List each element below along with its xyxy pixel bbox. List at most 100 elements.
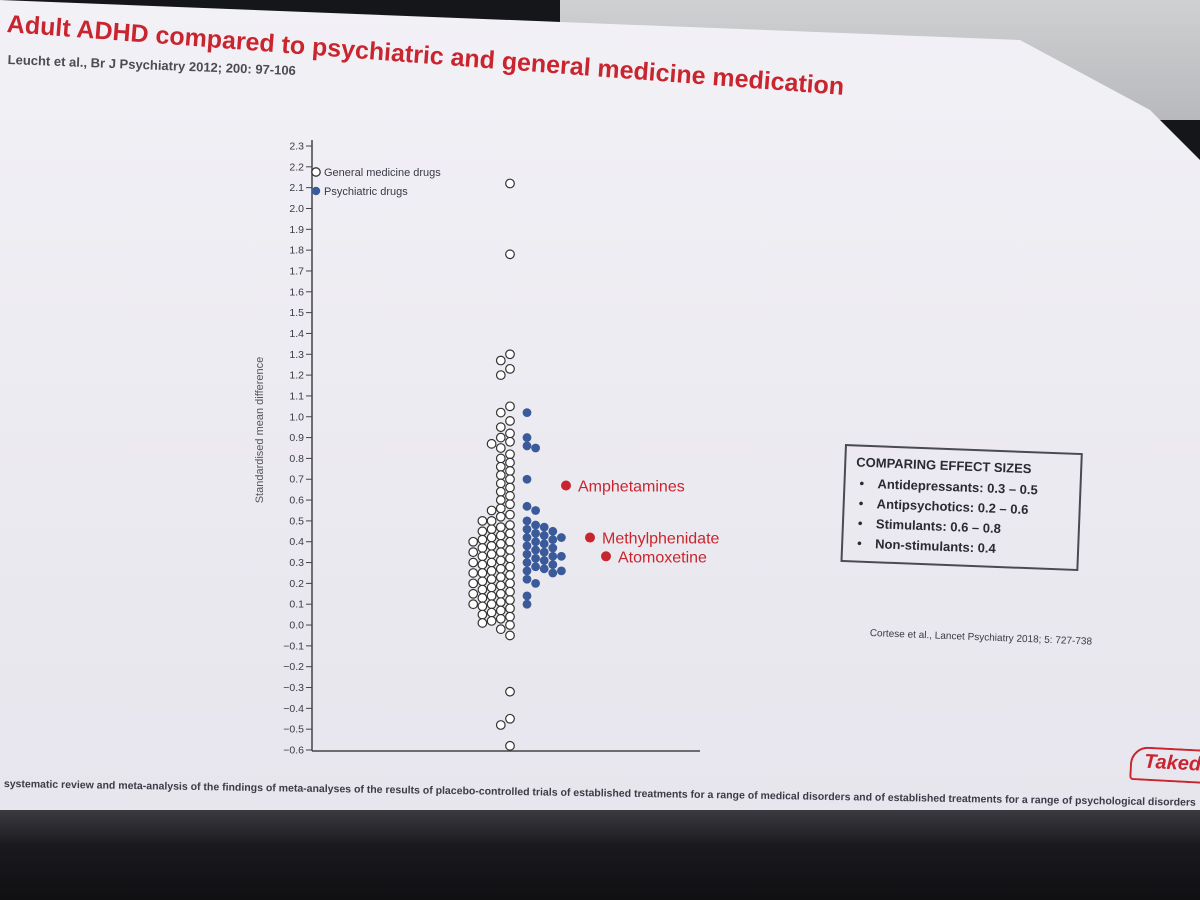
general-medicine-drug-point: [486, 532, 497, 543]
general-medicine-drug-point: [495, 530, 506, 541]
general-medicine-drug-point: [495, 461, 506, 472]
adhd-drug-point: [585, 532, 595, 543]
general-medicine-drug-point: [505, 449, 515, 460]
general-medicine-drug-point: [486, 607, 497, 618]
y-tick-label: 1.9: [289, 224, 304, 236]
general-medicine-drug-point: [505, 528, 515, 539]
general-medicine-drug-point: [477, 559, 488, 570]
general-medicine-drug-point: [477, 526, 488, 537]
general-medicine-drug-point: [505, 249, 515, 260]
general-medicine-drug-point: [505, 509, 515, 520]
general-medicine-drug-point: [486, 615, 497, 626]
psychiatric-drug-point: [548, 543, 558, 553]
effect-size-text: Stimulants: 0.6 – 0.8: [875, 516, 1002, 537]
general-medicine-drug-point: [505, 586, 515, 597]
general-medicine-drug-point: [505, 466, 515, 476]
psychiatric-drug-point: [548, 568, 558, 578]
general-medicine-drug-point: [486, 557, 497, 568]
effect-size-item: • Stimulants: 0.6 – 0.8: [854, 515, 1068, 538]
psychiatric-drug-point: [522, 433, 532, 442]
legend-marker-general: [311, 167, 321, 177]
general-medicine-drug-point: [495, 555, 506, 566]
general-medicine-drug-point: [495, 478, 506, 489]
general-medicine-drug-point: [477, 601, 488, 612]
y-tick-label: 2.1: [289, 182, 304, 194]
effect-sizes-box: COMPARING EFFECT SIZES • Antidepressants:…: [840, 444, 1083, 572]
psychiatric-drug-point: [531, 520, 540, 530]
general-medicine-drug-point: [505, 603, 515, 614]
y-tick-label: −0.4: [283, 703, 304, 715]
y-tick-label: 1.5: [289, 307, 304, 319]
psychiatric-drug-point: [522, 599, 532, 609]
general-medicine-drug-point: [505, 520, 515, 530]
y-tick-label: 2.0: [289, 203, 304, 215]
psychiatric-drug-point: [557, 533, 566, 542]
general-medicine-drug-point: [495, 563, 506, 574]
general-medicine-drug-point: [495, 370, 506, 381]
psychiatric-drug-point: [531, 545, 540, 555]
psychiatric-drug-point: [522, 549, 532, 559]
general-medicine-drug-point: [495, 495, 506, 505]
general-medicine-drug-point: [505, 570, 515, 580]
psychiatric-drug-point: [539, 564, 549, 574]
general-medicine-drug-point: [505, 713, 515, 724]
psychiatric-drug-point: [539, 522, 549, 532]
general-medicine-drug-point: [495, 355, 506, 366]
general-medicine-drug-point: [505, 545, 515, 555]
y-tick-label: 0.0: [289, 620, 304, 632]
adhd-drug-label: Atomoxetine: [618, 549, 707, 566]
general-medicine-drug-point: [486, 524, 497, 535]
psychiatric-drug-point: [522, 524, 532, 534]
psychiatric-drug-point: [539, 556, 549, 565]
y-axis-label: Standardised mean difference: [254, 357, 266, 504]
y-tick-label: 1.6: [289, 286, 304, 298]
general-medicine-drug-point: [486, 582, 497, 593]
psychiatric-drug-point: [557, 566, 566, 576]
general-medicine-drug-point: [505, 553, 515, 564]
general-medicine-drug-point: [505, 457, 515, 468]
adhd-drug-point: [601, 551, 611, 562]
effect-size-text: Non-stimulants: 0.4: [874, 536, 997, 556]
general-medicine-drug-point: [495, 470, 506, 480]
general-medicine-drug-point: [505, 561, 515, 572]
adhd-drug-point: [561, 480, 571, 491]
general-medicine-drug-point: [468, 578, 479, 589]
general-medicine-drug-point: [468, 568, 479, 578]
general-medicine-drug-point: [505, 620, 515, 630]
general-medicine-drug-point: [495, 588, 506, 599]
general-medicine-drug-point: [486, 599, 497, 610]
psychiatric-drug-point: [522, 541, 532, 551]
psychiatric-drug-point: [539, 539, 549, 549]
bullet-icon: •: [856, 535, 863, 551]
general-medicine-drug-point: [505, 740, 515, 751]
y-tick-label: −0.3: [283, 682, 304, 694]
logo-text: Takeda: [1143, 750, 1200, 777]
general-medicine-drug-point: [477, 618, 488, 628]
effect-sizes-heading: COMPARING EFFECT SIZES: [856, 454, 1032, 477]
general-medicine-drug-point: [477, 593, 488, 603]
y-tick-label: 0.7: [289, 474, 304, 486]
psychiatric-drug-point: [557, 551, 566, 561]
scatter-plot: 2.3 2.2 2.1 2.0 1.9 1.8 1.7 1.6 1.5 1.4 1.3 1.2 1.1 1…: [254, 140, 720, 757]
general-medicine-drug-point: [495, 624, 506, 635]
general-medicine-drug-point: [477, 568, 488, 578]
psychiatric-drug-point: [531, 537, 540, 547]
y-tick-label: 2.2: [289, 161, 304, 173]
general-medicine-drug-point: [468, 588, 479, 599]
y-tick-label: 0.8: [289, 453, 304, 465]
general-medicine-drug-point: [477, 515, 488, 526]
y-tick-label: 1.3: [289, 349, 304, 361]
general-medicine-drug-point: [495, 538, 506, 549]
psychiatric-drug-point: [522, 558, 532, 567]
y-tick-label: 1.0: [289, 411, 304, 423]
psychiatric-drug-point: [548, 560, 558, 570]
general-medicine-drug-point: [505, 401, 515, 412]
psychiatric-drug-point: [531, 528, 540, 538]
psychiatric-drug-point: [531, 578, 540, 588]
y-tick-label: 1.1: [289, 390, 304, 402]
general-medicine-drug-point: [486, 438, 497, 449]
general-medicine-drug-point: [505, 416, 515, 426]
y-tick-label: 1.4: [289, 328, 304, 340]
psychiatric-drug-point: [522, 516, 532, 526]
general-medicine-drug-point: [505, 578, 515, 589]
